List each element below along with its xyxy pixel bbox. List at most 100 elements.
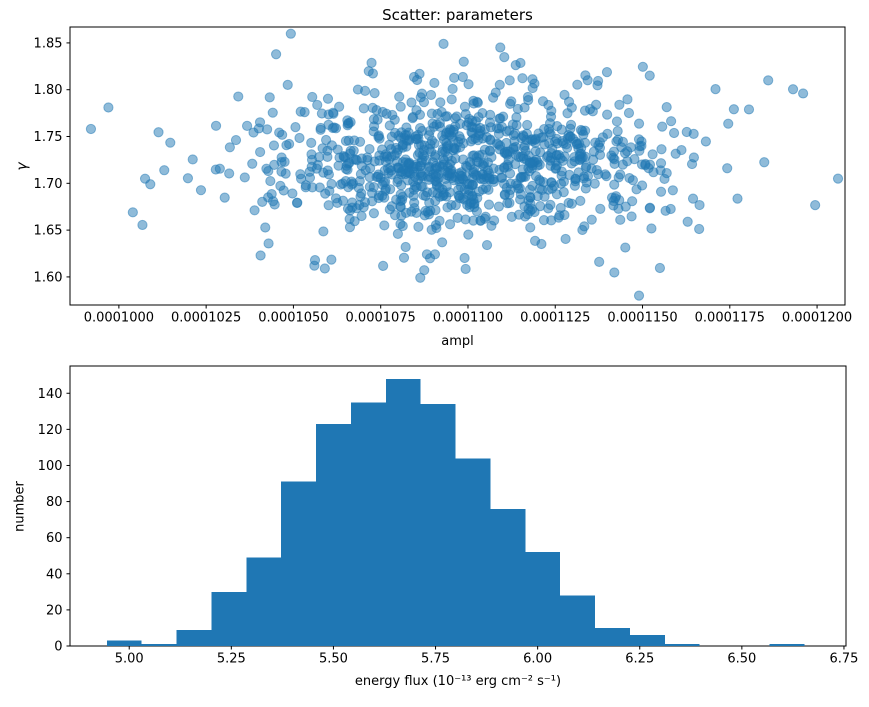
scatter-point: [355, 169, 367, 180]
scatter-point: [460, 214, 471, 225]
scatter-point: [613, 203, 624, 214]
scatter-point: [182, 173, 194, 184]
hist-bar: [455, 458, 491, 646]
scatter-point: [546, 147, 557, 159]
scatter-point: [224, 142, 235, 153]
hist-y-tick-label: 80: [46, 495, 63, 510]
scatter-point: [458, 56, 469, 67]
scatter-point: [670, 148, 681, 159]
scatter-point: [307, 91, 318, 103]
scatter-point: [317, 143, 328, 154]
scatter-point: [274, 127, 285, 138]
scatter-point: [504, 75, 515, 86]
scatter-point: [406, 97, 417, 108]
hist-y-tick-label: 0: [54, 640, 62, 655]
scatter-point: [666, 116, 677, 127]
scatter-point: [644, 70, 655, 81]
scatter-point: [612, 134, 624, 145]
scatter-point: [601, 67, 613, 78]
scatter-point: [687, 193, 699, 204]
scatter-point: [408, 190, 419, 201]
scatter-point: [615, 214, 626, 225]
scatter-point: [523, 95, 534, 106]
scatter-point: [271, 49, 282, 60]
scatter-point: [723, 118, 734, 129]
scatter-point: [471, 156, 483, 167]
scatter-point: [429, 77, 440, 89]
scatter-point: [395, 189, 406, 200]
hist-bar: [141, 644, 177, 646]
scatter-point: [419, 265, 430, 276]
scatter-x-tick-label: 0.0001175: [695, 311, 765, 326]
scatter-point: [257, 196, 268, 207]
scatter-point: [165, 137, 176, 148]
scatter-y-tick-label: 1.80: [34, 83, 63, 98]
scatter-point: [535, 175, 546, 187]
scatter-point: [415, 171, 427, 182]
hist-bar: [420, 404, 456, 646]
scatter-point: [482, 157, 493, 168]
scatter-point: [549, 136, 561, 147]
hist-axes: 5.00 5.25 5.50 5.75 6.00 6.25 6.50 6.75 0 20 40 60 8…: [38, 365, 858, 667]
scatter-point: [486, 220, 497, 231]
scatter-point: [525, 191, 536, 203]
scatter-point: [609, 179, 620, 190]
scatter-point: [694, 223, 705, 235]
scatter-point: [759, 157, 770, 168]
scatter-point: [590, 137, 601, 148]
scatter-point: [763, 75, 774, 86]
hist-bar: [769, 644, 805, 646]
scatter-point: [368, 208, 379, 219]
scatter-point: [580, 70, 591, 81]
scatter-point: [609, 158, 620, 169]
scatter-point: [627, 196, 638, 207]
scatter-point: [656, 144, 667, 155]
scatter-point: [343, 182, 354, 193]
scatter-point: [322, 93, 334, 104]
scatter-point: [620, 242, 631, 253]
scatter-point: [560, 233, 571, 245]
scatter-point: [426, 135, 438, 146]
scatter-x-tick-label: 0.0001025: [171, 311, 241, 326]
scatter-y-tick-label: 1.70: [34, 177, 63, 192]
scatter-point: [700, 136, 711, 147]
scatter-point: [307, 182, 318, 193]
scatter-points: [85, 28, 844, 301]
scatter-point: [276, 166, 287, 177]
scatter-point: [495, 42, 506, 53]
scatter-point: [414, 68, 425, 79]
scatter-point: [623, 107, 635, 119]
scatter-point: [323, 200, 334, 211]
scatter-point: [728, 104, 739, 115]
scatter-point: [291, 197, 303, 208]
scatter-point: [668, 127, 680, 139]
scatter-point: [407, 113, 418, 124]
scatter-point: [647, 149, 658, 160]
scatter-point: [103, 102, 114, 113]
scatter-point: [543, 184, 554, 195]
scatter-point: [306, 137, 317, 148]
scatter-point: [655, 186, 667, 197]
hist-y-tick-label: 60: [46, 531, 63, 546]
scatter-point: [527, 74, 538, 85]
scatter-point: [285, 28, 296, 39]
scatter-point: [446, 94, 457, 105]
scatter-point: [450, 153, 461, 164]
scatter-point: [485, 109, 496, 120]
scatter-point: [493, 201, 504, 212]
hist-x-tick-label: 6.50: [727, 652, 756, 667]
scatter-point: [494, 140, 506, 151]
scatter-point: [422, 206, 433, 218]
scatter-point: [355, 191, 366, 202]
scatter-point: [431, 171, 442, 182]
scatter-point: [365, 163, 376, 174]
scatter-point: [439, 165, 451, 176]
scatter-title: Scatter: parameters: [382, 6, 533, 24]
scatter-y-tick-label: 1.60: [34, 270, 63, 285]
scatter-point: [787, 84, 799, 95]
scatter-point: [306, 149, 317, 160]
scatter-point: [392, 228, 403, 239]
scatter-point: [85, 123, 97, 135]
scatter-point: [688, 128, 699, 139]
scatter-point: [722, 163, 733, 174]
